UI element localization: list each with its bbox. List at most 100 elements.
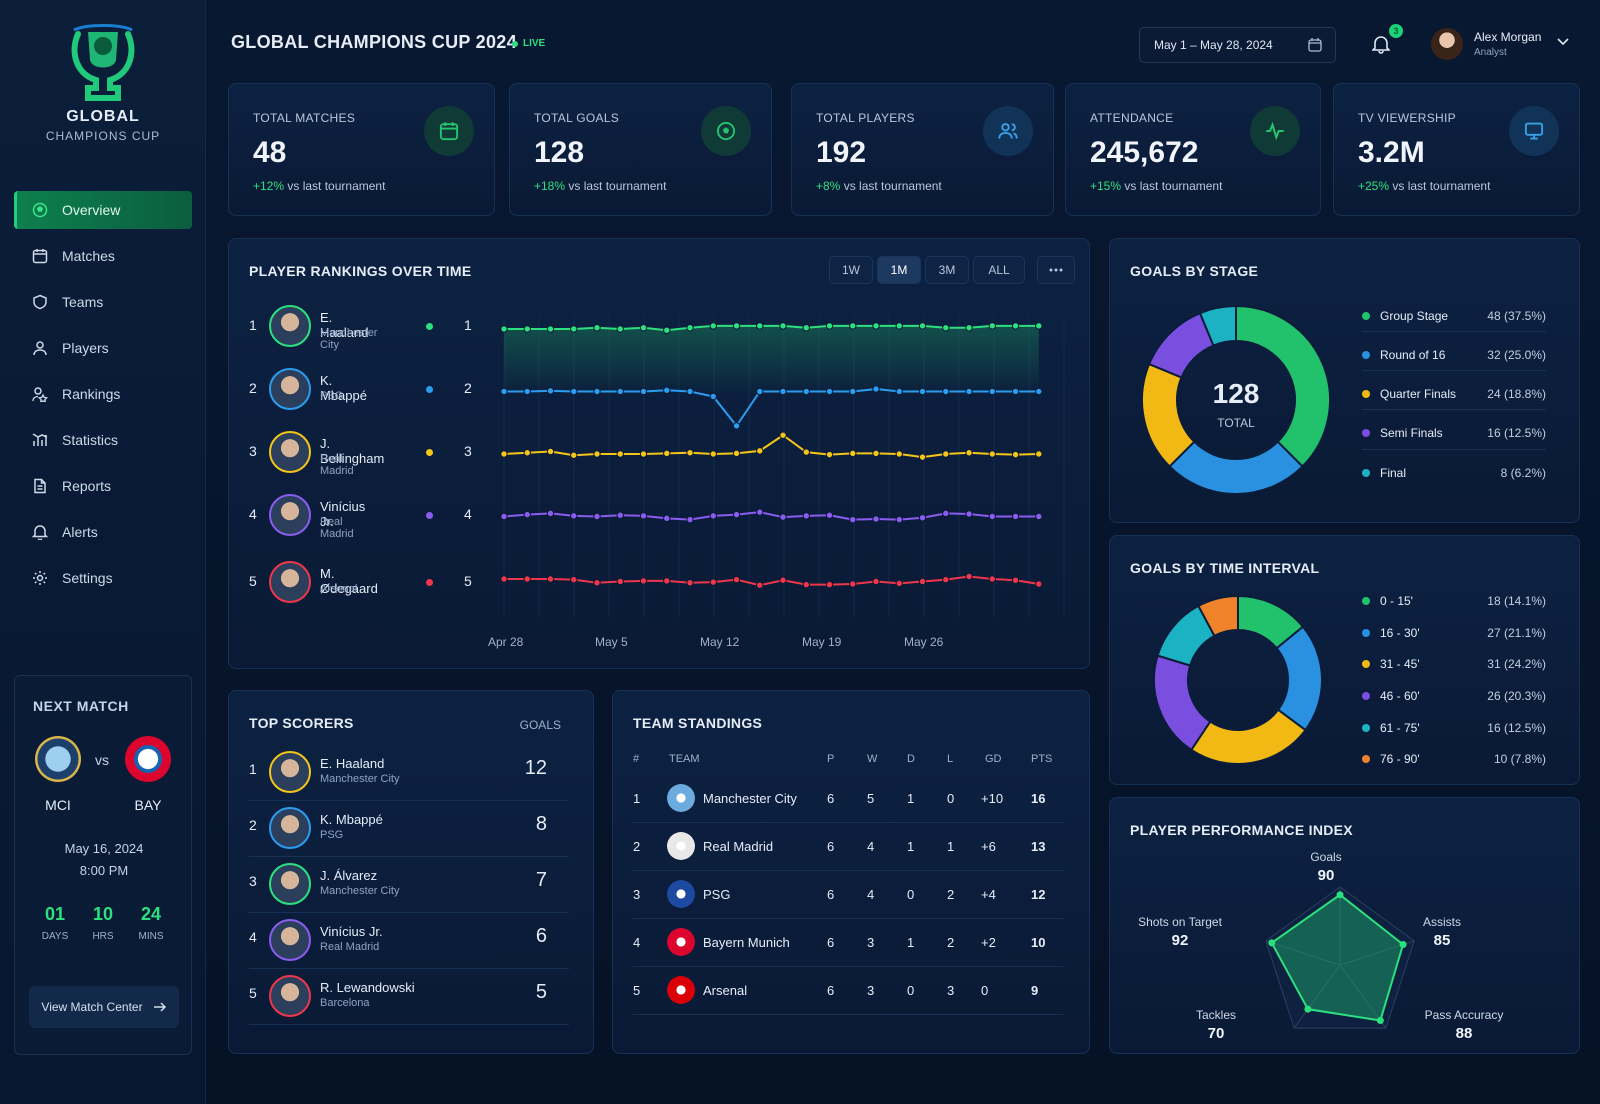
data-point (942, 509, 950, 518)
chart-icon (32, 433, 48, 446)
standings-column-header: GD (985, 753, 1002, 765)
data-point (639, 577, 648, 585)
ranking-position: 5 (249, 573, 257, 589)
range-1w-tab[interactable]: 1W (829, 256, 873, 284)
scorer-row[interactable]: 5 R. Lewandowski Barcelona 5 (249, 969, 569, 1025)
monitor-icon (1524, 122, 1544, 140)
kpi-label: ATTENDANCE (1090, 111, 1174, 125)
data-point (639, 512, 648, 520)
brand-subname: CHAMPIONS CUP (45, 129, 161, 143)
scorer-goals: 12 (524, 757, 547, 779)
gear-icon (33, 571, 47, 585)
standings-position: 4 (633, 935, 641, 950)
avatar[interactable] (1431, 28, 1463, 60)
goals-column-header: GOALS (519, 718, 561, 732)
ranking-position: 4 (249, 506, 257, 522)
data-point (756, 387, 764, 396)
scorer-row[interactable]: 1 E. Haaland Manchester City 12 (249, 745, 569, 801)
sidebar-item-overview[interactable]: Overview (14, 191, 192, 229)
data-point (523, 325, 531, 333)
sidebar: GLOBAL CHAMPIONS CUP Overview Matches Team… (0, 0, 206, 1104)
data-point (732, 575, 741, 584)
scorer-row[interactable]: 2 K. Mbappé PSG 8 (249, 801, 569, 857)
current-rank: 4 (464, 506, 472, 522)
data-point (825, 322, 834, 330)
kpi-change: +12% vs last tournament (253, 179, 386, 193)
data-point (895, 387, 903, 396)
data-point (1011, 322, 1020, 330)
range-1m-tab[interactable]: 1M (877, 256, 921, 284)
sidebar-item-alerts[interactable]: Alerts (14, 513, 192, 551)
player-avatar (269, 975, 311, 1017)
team-crest-icon (667, 976, 695, 1004)
table-row[interactable]: 5 Arsenal 6 3 0 3 0 9 (633, 967, 1063, 1015)
range-all-tab[interactable]: ALL (973, 256, 1025, 284)
data-point (965, 510, 973, 518)
view-match-center-button[interactable]: View Match Center (29, 986, 179, 1028)
player-name: K. Mbappé (320, 373, 367, 403)
scorer-row[interactable]: 3 J. Álvarez Manchester City 7 (249, 857, 569, 913)
data-point (756, 508, 764, 516)
data-point (546, 575, 555, 583)
date-range-picker[interactable]: May 1 – May 28, 2024 (1139, 27, 1336, 63)
kpi-value: 48 (253, 136, 287, 169)
table-row[interactable]: 4 Bayern Munich 6 3 1 2 +2 10 (633, 919, 1063, 967)
bell-icon[interactable] (1372, 34, 1390, 54)
donut-slice (1153, 654, 1212, 752)
kpi-value: 3.2M (1358, 136, 1425, 169)
data-point (802, 448, 810, 456)
standings-team: PSG (703, 887, 731, 902)
radar-point (1304, 1005, 1312, 1013)
data-point (500, 450, 508, 458)
sidebar-item-players[interactable]: Players (14, 329, 192, 367)
brand-name: GLOBAL (66, 108, 140, 125)
data-point (942, 575, 950, 584)
standings-column-header: D (907, 753, 915, 765)
team-crest-icon (667, 928, 695, 956)
scorer-team: PSG (320, 829, 344, 841)
data-point (639, 324, 648, 332)
sidebar-item-statistics[interactable]: Statistics (14, 421, 192, 459)
donut-slice (1189, 708, 1307, 765)
standings-team: Bayern Munich (703, 935, 790, 950)
series-color-dot (426, 386, 433, 393)
sidebar-item-matches[interactable]: Matches (14, 237, 192, 275)
vs-label: vs (95, 752, 109, 768)
scorer-rank: 1 (249, 761, 257, 777)
standings-column-header: P (827, 753, 835, 765)
table-row[interactable]: 1 Manchester City 6 5 1 0 +10 16 (633, 775, 1063, 823)
scorer-row[interactable]: 4 Vinícius Jr. Real Madrid 6 (249, 913, 569, 969)
player-avatar (269, 919, 311, 961)
chevron-down-icon[interactable] (1557, 38, 1569, 46)
more-options-button[interactable] (1037, 256, 1075, 284)
player-avatar (269, 807, 311, 849)
performance-radar-chart (1265, 886, 1415, 1029)
table-row[interactable]: 3 PSG 6 4 0 2 +4 12 (633, 871, 1063, 919)
kpi-icon-wrap (701, 106, 751, 156)
sidebar-item-settings[interactable]: Settings (14, 559, 192, 597)
legend-item: 31 - 45' 31 (24.2%) (1362, 657, 1546, 671)
data-point (779, 576, 787, 584)
data-point (895, 579, 903, 588)
x-tick-label: Apr 28 (488, 635, 524, 649)
sidebar-item-teams[interactable]: Teams (14, 283, 192, 321)
data-point (570, 451, 578, 459)
standings-cell-pts: 9 (1031, 983, 1039, 998)
player-avatar (269, 863, 311, 905)
data-point (918, 514, 927, 522)
donut-slice (1168, 440, 1304, 495)
data-point (779, 322, 787, 330)
live-badge: LIVE (512, 38, 545, 49)
sidebar-item-rankings[interactable]: Rankings (14, 375, 192, 413)
rankings-line-chart (500, 315, 1065, 617)
countdown-hours: 10 HRS (92, 904, 114, 942)
standings-position: 3 (633, 887, 641, 902)
standings-cell-l: 1 (947, 839, 955, 854)
sidebar-item-reports[interactable]: Reports (14, 467, 192, 505)
series-color-dot (426, 579, 433, 586)
player-name: Vinícius Jr. (320, 499, 366, 529)
table-row[interactable]: 2 Real Madrid 6 4 1 1 +6 13 (633, 823, 1063, 871)
range-3m-tab[interactable]: 3M (925, 256, 969, 284)
team-standings-card: TEAM STANDINGS # TEAM P W D L GD PTS 1 Manchest… (612, 690, 1090, 1054)
kpi-label: TV VIEWERSHIP (1358, 111, 1456, 125)
